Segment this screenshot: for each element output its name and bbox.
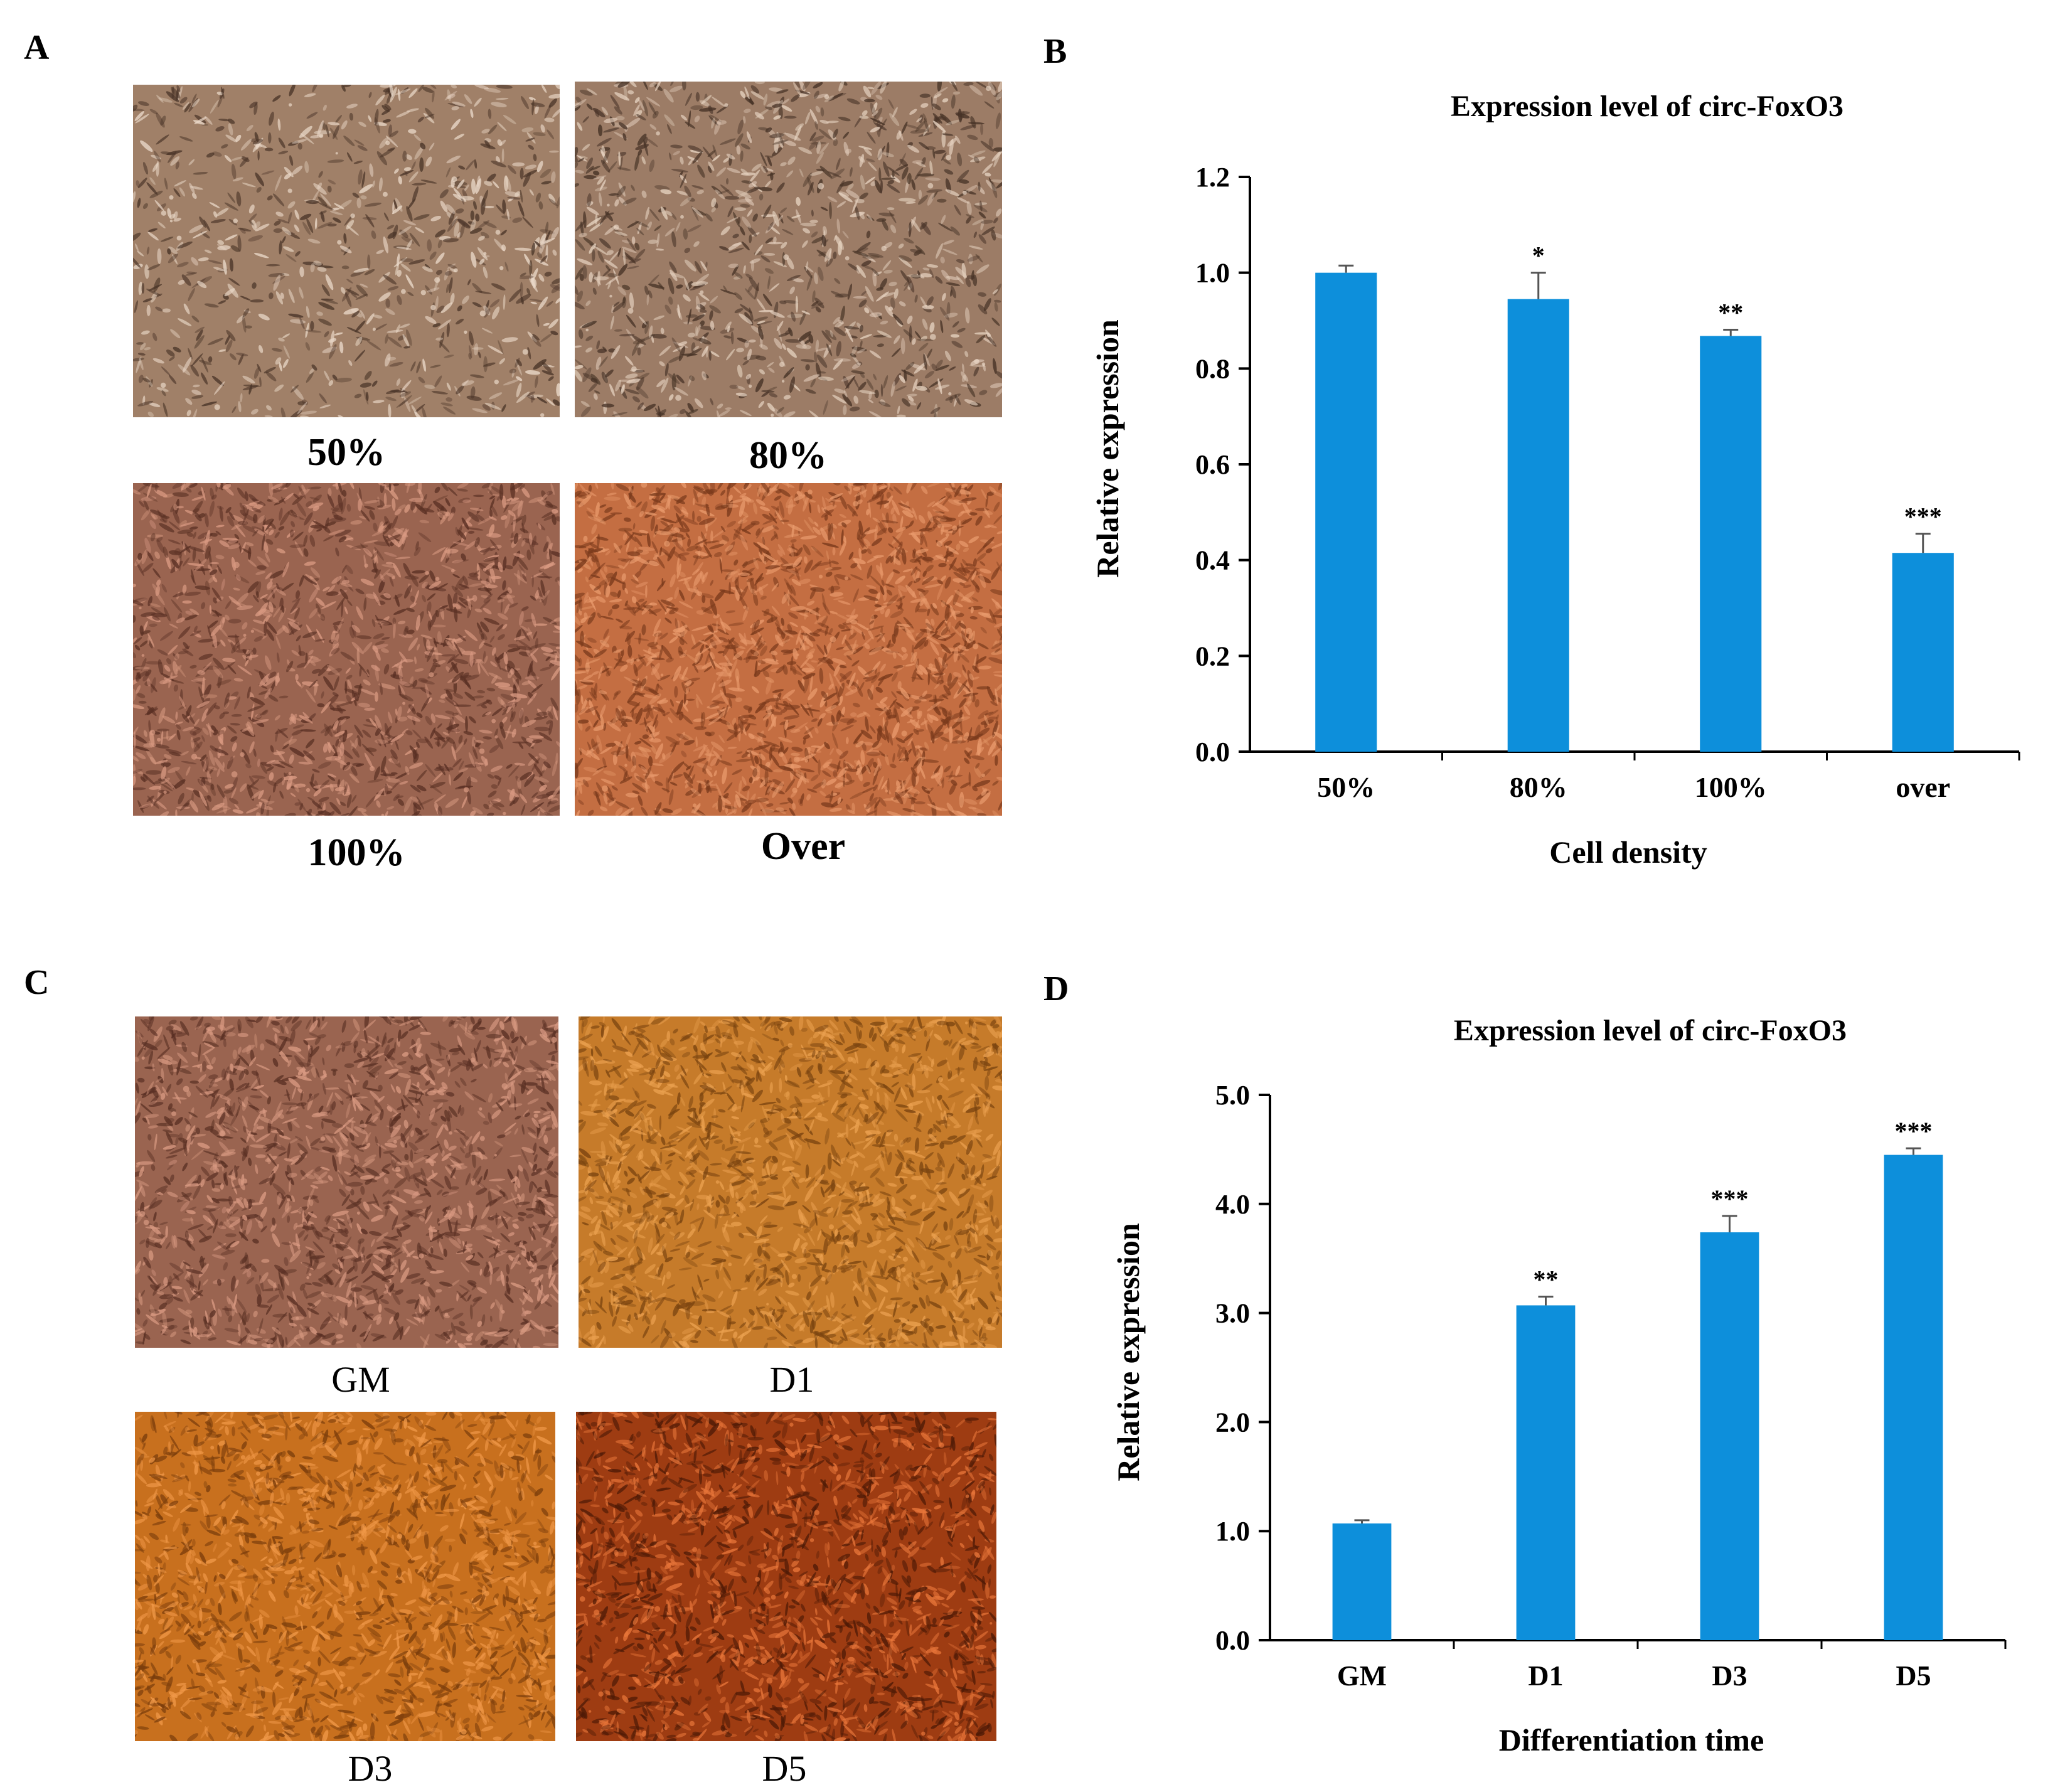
micrograph-density-over: [575, 483, 1002, 816]
y-tick-label: 4.0: [1215, 1189, 1250, 1220]
y-tick-label: 0.6: [1195, 449, 1230, 480]
chart-title: Expression level of circ-FoxO3: [1451, 90, 1843, 123]
significance-marker: ***: [1904, 503, 1942, 531]
y-tick-label: 0.0: [1195, 737, 1230, 767]
y-tick-label: 2.0: [1215, 1407, 1250, 1437]
y-tick-label: 1.0: [1195, 258, 1230, 289]
y-tick-label: 0.2: [1195, 641, 1230, 671]
x-tick-label: D5: [1896, 1660, 1931, 1692]
micrograph-label-d3: D3: [348, 1748, 393, 1789]
y-tick-label: 0.4: [1195, 545, 1230, 576]
x-tick-label: 80%: [1510, 771, 1567, 803]
micrograph-label-80: 80%: [749, 434, 827, 477]
significance-marker: ***: [1711, 1185, 1749, 1213]
x-tick-label: 100%: [1695, 771, 1767, 803]
significance-marker: **: [1718, 299, 1743, 327]
bar-100pct: [1700, 336, 1762, 752]
micrograph-texture: [133, 483, 560, 816]
micrograph-label-100: 100%: [307, 831, 405, 874]
x-tick-label: GM: [1337, 1660, 1387, 1692]
y-tick-label: 1.0: [1215, 1516, 1250, 1547]
x-axis-label: Cell density: [1549, 835, 1707, 870]
panel-letter-a: A: [24, 28, 50, 67]
panel-letter-b: B: [1043, 32, 1067, 71]
bar-d3: [1700, 1232, 1759, 1640]
bar-d1: [1516, 1305, 1576, 1640]
micrograph-d3: [135, 1412, 555, 1741]
significance-marker: *: [1532, 242, 1545, 270]
y-tick-label: 3.0: [1215, 1298, 1250, 1329]
micrograph-label-over: Over: [760, 825, 846, 868]
micrograph-texture: [579, 1016, 1002, 1348]
y-axis-label: Relative expression: [1111, 1223, 1146, 1481]
micrograph-texture: [135, 1412, 555, 1741]
bar-50pct: [1315, 272, 1377, 752]
x-tick-label: D3: [1712, 1660, 1747, 1692]
micrograph-density-100: [133, 483, 560, 816]
micrograph-density-80: [575, 82, 1002, 417]
bar-80pct: [1507, 299, 1569, 752]
significance-marker: ***: [1895, 1117, 1933, 1145]
micrograph-texture: [576, 1412, 996, 1741]
bar-gm: [1332, 1523, 1392, 1640]
micrograph-texture: [135, 1016, 558, 1348]
micrograph-texture: [575, 483, 1002, 816]
micrograph-d1: [579, 1016, 1002, 1348]
bar-over: [1892, 553, 1954, 752]
micrograph-gm: [135, 1016, 558, 1348]
x-tick-label: over: [1896, 771, 1950, 803]
bar-d5: [1884, 1155, 1943, 1640]
x-tick-label: D1: [1528, 1660, 1563, 1692]
micrograph-label-d5: D5: [762, 1748, 807, 1789]
y-tick-label: 0.0: [1215, 1625, 1250, 1656]
chart-title: Expression level of circ-FoxO3: [1454, 1014, 1847, 1047]
y-axis-label: Relative expression: [1090, 319, 1125, 578]
y-tick-label: 0.8: [1195, 353, 1230, 384]
micrograph-label-50: 50%: [307, 431, 385, 474]
micrograph-texture: [133, 85, 560, 417]
y-tick-label: 1.2: [1195, 162, 1230, 193]
micrograph-label-gm: GM: [331, 1359, 390, 1400]
x-tick-label: 50%: [1317, 771, 1375, 803]
micrograph-texture: [575, 82, 1002, 417]
panel-letter-d: D: [1043, 969, 1069, 1008]
micrograph-label-d1: D1: [769, 1359, 814, 1400]
x-axis-label: Differentiation time: [1499, 1722, 1764, 1757]
panel-letter-c: C: [24, 963, 50, 1002]
significance-marker: **: [1534, 1266, 1559, 1294]
micrograph-density-50: [133, 85, 560, 417]
micrograph-d5: [576, 1412, 996, 1741]
y-tick-label: 5.0: [1215, 1080, 1250, 1111]
